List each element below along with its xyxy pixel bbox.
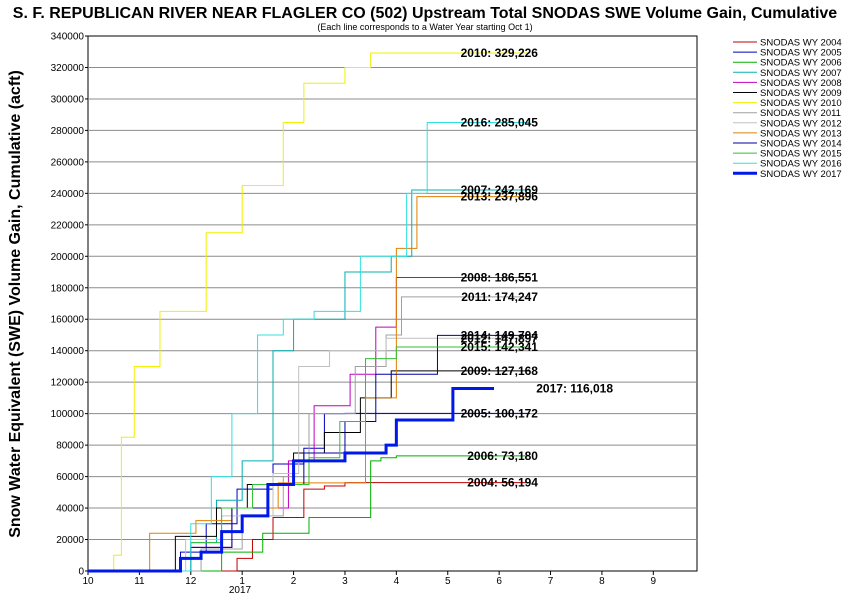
y-tick-label: 160000: [51, 315, 85, 326]
plot-area: [87, 35, 698, 572]
x-tick-label: 3: [342, 576, 348, 587]
y-tick-label: 100000: [51, 409, 85, 420]
series-end-label: 2007: 242,169: [461, 183, 539, 197]
legend-entry: SNODAS WY 2004: [760, 38, 842, 49]
series-lines: [88, 52, 530, 573]
series-end-label: 2015: 142,341: [461, 340, 539, 354]
legend-entry: SNODAS WY 2007: [760, 68, 842, 79]
x-tick-label: 7: [548, 576, 554, 587]
x-tick-label: 6: [496, 576, 502, 587]
y-tick-label: 140000: [51, 346, 85, 357]
series-end-label: 2016: 285,045: [461, 115, 539, 129]
x-tick-label: 11: [134, 576, 145, 587]
y-tick-label: 340000: [51, 32, 85, 43]
series-line-snodas-wy-2015: [88, 346, 530, 572]
x-axis-year-label: 2017: [229, 585, 252, 596]
x-tick-label: 8: [599, 576, 605, 587]
series-end-label: 2013: 237,896: [461, 190, 539, 204]
y-tick-label: 0: [78, 567, 84, 578]
series-end-label: 2009: 127,168: [461, 364, 539, 378]
legend-entry: SNODAS WY 2009: [760, 88, 842, 99]
series-end-label: 2005: 100,172: [461, 406, 539, 420]
y-tick-label: 80000: [56, 441, 84, 452]
y-tick-label: 200000: [51, 252, 85, 263]
y-tick-label: 120000: [51, 378, 85, 389]
series-line-snodas-wy-2006: [88, 455, 530, 572]
series-line-snodas-wy-2014: [88, 334, 530, 572]
legend-entry: SNODAS WY 2012: [760, 118, 842, 129]
x-tick-label: 9: [651, 576, 657, 587]
y-tick-label: 320000: [51, 63, 85, 74]
x-tick-label: 12: [185, 576, 197, 587]
y-tick-label: 260000: [51, 157, 85, 168]
y-tick-label: 20000: [56, 535, 84, 546]
x-tick-label: 4: [394, 576, 400, 587]
series-end-label: 2017: 116,018: [536, 381, 613, 395]
series-line-snodas-wy-2016: [88, 121, 530, 572]
y-tick-label: 220000: [51, 220, 85, 231]
legend-entry: SNODAS WY 2010: [760, 98, 842, 109]
legend-entry: SNODAS WY 2008: [760, 78, 842, 89]
y-axis-ticks: 0 20000 40000 60000 80000 100000 120000 140000 1…: [51, 32, 88, 578]
y-axis-label: Snow Water Equivalent (SWE) Volume Gain,…: [7, 70, 24, 538]
series-end-label: 2004: 56,194: [467, 476, 538, 490]
series-end-label: 2011: 174,247: [461, 290, 538, 304]
x-axis-ticks: 10 11 12 1 2 3 4 5 6 7 8 9: [82, 571, 657, 587]
chart-title: S. F. REPUBLICAN RIVER NEAR FLAGLER CO (…: [13, 5, 838, 22]
series-end-label: 2014: 149,704: [461, 328, 539, 342]
x-tick-label: 2: [291, 576, 297, 587]
y-tick-label: 300000: [51, 94, 85, 105]
series-end-label: 2008: 186,551: [461, 270, 539, 284]
legend-entry: SNODAS WY 2015: [760, 149, 842, 160]
y-tick-label: 40000: [56, 504, 84, 515]
series-end-label: 2006: 73,180: [467, 449, 538, 463]
y-tick-label: 240000: [51, 189, 85, 200]
series-end-labels: 2004: 56,194 2005: 100,172 2006: 73,180 200…: [461, 46, 614, 490]
series-line-snodas-wy-2010: [88, 52, 530, 572]
legend-entry: SNODAS WY 2013: [760, 128, 842, 139]
legend-entry: SNODAS WY 2005: [760, 48, 842, 59]
legend-entry: SNODAS WY 2017: [760, 169, 842, 180]
series-end-label: 2010: 329,226: [461, 46, 539, 60]
series-end-label: 2012: 147,897: [461, 331, 539, 345]
x-tick-label: 1: [239, 576, 245, 587]
y-tick-label: 60000: [56, 472, 84, 483]
series-line-snodas-wy-2004: [88, 482, 530, 572]
x-tick-label: 5: [445, 576, 451, 587]
x-tick-label: 10: [82, 576, 94, 587]
legend-entry: SNODAS WY 2014: [760, 139, 842, 150]
chart-subtitle: (Each line corresponds to a Water Year s…: [317, 22, 532, 32]
legend-entry: SNODAS WY 2006: [760, 58, 842, 69]
y-tick-label: 280000: [51, 126, 85, 137]
y-tick-label: 180000: [51, 283, 85, 294]
series-line-snodas-wy-2017: [88, 386, 494, 573]
legend-entry: SNODAS WY 2016: [760, 159, 842, 170]
series-line-snodas-wy-2012: [88, 337, 530, 572]
legend-entry: SNODAS WY 2011: [760, 108, 841, 119]
